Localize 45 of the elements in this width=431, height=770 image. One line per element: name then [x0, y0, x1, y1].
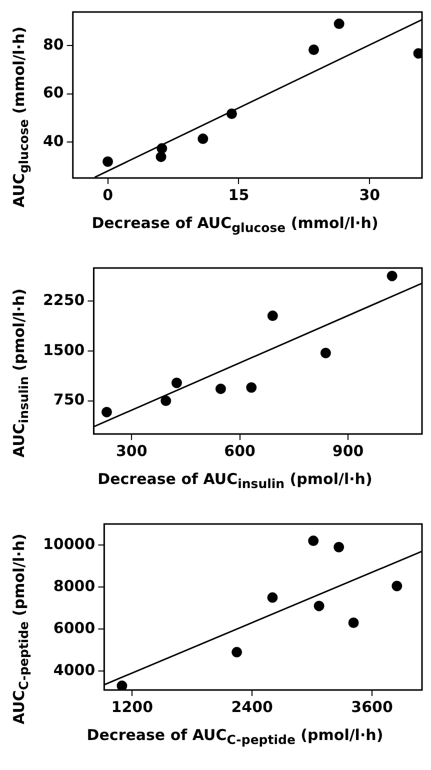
x-tick-label: 600 [224, 442, 256, 460]
y-tick-label: 80 [43, 36, 64, 54]
y-tick-label: 8000 [53, 576, 96, 595]
point [267, 310, 278, 322]
point [116, 680, 128, 690]
point [171, 378, 182, 388]
point [314, 600, 324, 612]
point [226, 108, 237, 120]
y-tick-label: 1500 [43, 340, 85, 359]
x-tick-label: 1200 [111, 698, 154, 716]
x-tick-label: 15 [228, 186, 250, 204]
y-tick-label: 6000 [53, 618, 96, 637]
point [156, 143, 168, 154]
x-tick-label: 900 [332, 442, 364, 460]
point [334, 18, 344, 30]
point [246, 382, 257, 393]
point [308, 536, 319, 546]
point [267, 592, 278, 603]
point [215, 384, 226, 394]
point [386, 270, 398, 282]
y-tick-label: 10000 [43, 534, 96, 553]
point [101, 406, 112, 418]
y-tick-label: 750 [53, 390, 85, 409]
x-axis-title: Decrease of AUC$_{glucose}$ (mmol/l·h) [90, 214, 380, 235]
point [232, 646, 242, 658]
y-tick-label: 60 [43, 84, 64, 102]
x-axis-title: Decrease of AUC$_{C-peptide}$ (pmol/l·h) [86, 726, 384, 747]
x-tick-label: 0 [102, 186, 114, 204]
point [308, 44, 320, 56]
point [102, 156, 114, 167]
x-tick-label: 3600 [351, 698, 393, 716]
point [320, 348, 331, 358]
y-tick-label: 40 [43, 132, 64, 150]
x-tick-label: 2400 [231, 698, 273, 716]
x-tick-label: 300 [116, 442, 148, 460]
point [348, 618, 359, 628]
y-tick-label: 4000 [53, 660, 96, 679]
x-tick-label: 30 [359, 186, 380, 204]
x-axis-title: Decrease of AUC$_{insulin}$ (pmol/l·h) [96, 470, 374, 491]
point [160, 396, 172, 406]
point [334, 542, 344, 552]
point [198, 134, 208, 144]
point [392, 580, 402, 592]
point [156, 152, 166, 162]
y-tick-label: 2250 [43, 291, 85, 310]
